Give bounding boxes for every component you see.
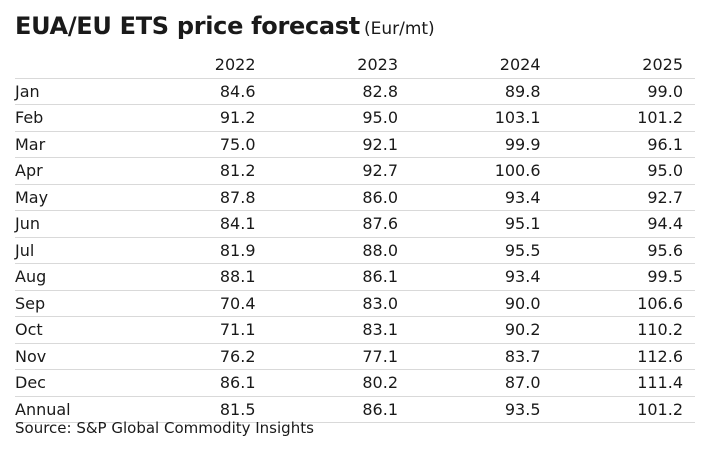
row-label: Annual <box>15 396 125 423</box>
value-cell: 84.1 <box>125 210 268 238</box>
chart-title: EUA/EU ETS price forecast (Eur/mt) <box>15 12 435 40</box>
value-cell: 110.2 <box>552 316 695 344</box>
row-label: Jul <box>15 237 125 264</box>
table-row: Apr 81.2 92.7 100.6 95.0 <box>15 157 695 185</box>
row-label: Dec <box>15 369 125 397</box>
value-cell: 100.6 <box>410 157 553 185</box>
table-body: Jan 84.6 82.8 89.8 99.0 Feb 91.2 95.0 103.1 101.2… <box>15 78 695 423</box>
value-cell: 90.2 <box>410 316 553 344</box>
year-header-2023: 2023 <box>267 52 410 79</box>
table-row: Jun 84.1 87.6 95.1 94.4 <box>15 210 695 238</box>
value-cell: 95.0 <box>552 157 695 185</box>
value-cell: 88.0 <box>267 237 410 264</box>
table-row: Nov 76.2 77.1 83.7 112.6 <box>15 343 695 370</box>
value-cell: 101.2 <box>552 104 695 132</box>
value-cell: 92.7 <box>552 184 695 211</box>
table-row: Oct 71.1 83.1 90.2 110.2 <box>15 316 695 344</box>
value-cell: 99.9 <box>410 131 553 158</box>
value-cell: 80.2 <box>267 369 410 397</box>
row-label: Sep <box>15 290 125 317</box>
value-cell: 71.1 <box>125 316 268 344</box>
value-cell: 92.7 <box>267 157 410 185</box>
value-cell: 95.0 <box>267 104 410 132</box>
value-cell: 76.2 <box>125 343 268 370</box>
row-label: Oct <box>15 316 125 344</box>
value-cell: 75.0 <box>125 131 268 158</box>
value-cell: 86.1 <box>125 369 268 397</box>
value-cell: 95.6 <box>552 237 695 264</box>
value-cell: 111.4 <box>552 369 695 397</box>
value-cell: 87.0 <box>410 369 553 397</box>
row-label: Jun <box>15 210 125 238</box>
value-cell: 93.4 <box>410 263 553 291</box>
value-cell: 84.6 <box>125 78 268 105</box>
year-header-2024: 2024 <box>410 52 553 79</box>
row-label: Mar <box>15 131 125 158</box>
value-cell: 81.5 <box>125 396 268 423</box>
value-cell: 77.1 <box>267 343 410 370</box>
row-label: May <box>15 184 125 211</box>
value-cell: 101.2 <box>552 396 695 423</box>
value-cell: 81.9 <box>125 237 268 264</box>
value-cell: 112.6 <box>552 343 695 370</box>
table-row: Jul 81.9 88.0 95.5 95.6 <box>15 237 695 264</box>
header-row: 2022 2023 2024 2025 <box>15 52 695 79</box>
value-cell: 89.8 <box>410 78 553 105</box>
row-label: Aug <box>15 263 125 291</box>
row-label: Jan <box>15 78 125 105</box>
table-row: Feb 91.2 95.0 103.1 101.2 <box>15 104 695 132</box>
row-label: Nov <box>15 343 125 370</box>
value-cell: 99.5 <box>552 263 695 291</box>
year-header-2025: 2025 <box>552 52 695 79</box>
value-cell: 103.1 <box>410 104 553 132</box>
value-cell: 83.1 <box>267 316 410 344</box>
forecast-table: 2022 2023 2024 2025 Jan 84.6 82.8 89.8 99.0 F… <box>15 52 695 423</box>
value-cell: 106.6 <box>552 290 695 317</box>
value-cell: 88.1 <box>125 263 268 291</box>
value-cell: 87.6 <box>267 210 410 238</box>
value-cell: 87.8 <box>125 184 268 211</box>
value-cell: 93.4 <box>410 184 553 211</box>
table-row: Sep 70.4 83.0 90.0 106.6 <box>15 290 695 317</box>
table-row: Jan 84.6 82.8 89.8 99.0 <box>15 78 695 105</box>
table-row: Mar 75.0 92.1 99.9 96.1 <box>15 131 695 158</box>
value-cell: 82.8 <box>267 78 410 105</box>
unit-label: (Eur/mt) <box>363 19 435 39</box>
table-row: Dec 86.1 80.2 87.0 111.4 <box>15 369 695 397</box>
value-cell: 93.5 <box>410 396 553 423</box>
value-cell: 70.4 <box>125 290 268 317</box>
value-cell: 96.1 <box>552 131 695 158</box>
table-row: Aug 88.1 86.1 93.4 99.5 <box>15 263 695 291</box>
value-cell: 90.0 <box>410 290 553 317</box>
source-note: Source: S&P Global Commodity Insights <box>15 419 314 437</box>
row-label: Feb <box>15 104 125 132</box>
value-cell: 86.1 <box>267 263 410 291</box>
value-cell: 91.2 <box>125 104 268 132</box>
year-header-2022: 2022 <box>125 52 268 79</box>
table-row: Annual 81.5 86.1 93.5 101.2 <box>15 396 695 423</box>
value-cell: 92.1 <box>267 131 410 158</box>
value-cell: 94.4 <box>552 210 695 238</box>
corner-cell <box>15 52 125 79</box>
value-cell: 83.7 <box>410 343 553 370</box>
value-cell: 81.2 <box>125 157 268 185</box>
row-label: Apr <box>15 157 125 185</box>
value-cell: 95.5 <box>410 237 553 264</box>
value-cell: 99.0 <box>552 78 695 105</box>
value-cell: 83.0 <box>267 290 410 317</box>
value-cell: 86.0 <box>267 184 410 211</box>
value-cell: 95.1 <box>410 210 553 238</box>
title-text: EUA/EU ETS price forecast <box>15 12 360 40</box>
value-cell: 86.1 <box>267 396 410 423</box>
table-row: May 87.8 86.0 93.4 92.7 <box>15 184 695 211</box>
